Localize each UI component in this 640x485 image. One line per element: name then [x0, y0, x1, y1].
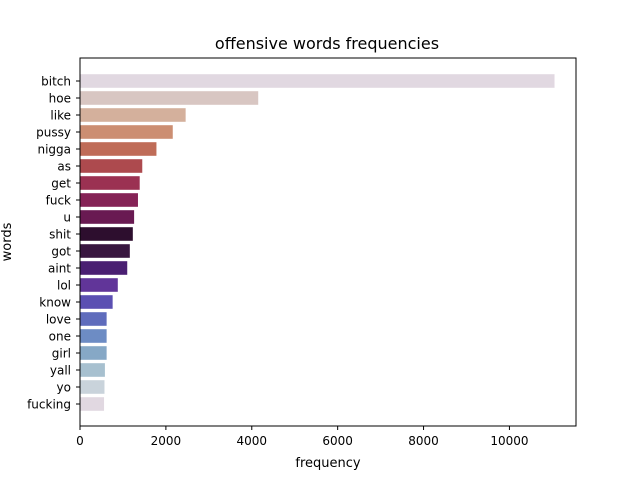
bar-know	[80, 295, 113, 309]
y-tick-label: got	[51, 245, 71, 259]
bar-yo	[80, 380, 105, 394]
bar-bitch	[80, 74, 555, 88]
bars-layer	[80, 74, 555, 411]
y-axis-label: words	[0, 222, 15, 261]
y-tick-label: lol	[57, 279, 71, 293]
y-tick-label: get	[51, 177, 71, 191]
bar-like	[80, 108, 186, 122]
x-tick-label: 8000	[408, 434, 439, 448]
bar-aint	[80, 261, 128, 275]
y-tick-label: pussy	[36, 126, 71, 140]
x-tick-label: 6000	[322, 434, 353, 448]
bar-lol	[80, 278, 118, 292]
y-tick-label: fuck	[46, 194, 71, 208]
x-tick-label: 4000	[237, 434, 268, 448]
plot-frame	[79, 57, 577, 427]
y-tick-label: yall	[50, 364, 71, 378]
y-tick-label: bitch	[41, 75, 71, 89]
x-tick-label: 0	[76, 434, 84, 448]
x-tick-label: 2000	[151, 434, 182, 448]
bar-fuck	[80, 193, 138, 207]
chart-title: offensive words frequencies	[215, 34, 439, 53]
y-tick-label: as	[57, 160, 71, 174]
y-tick-label: nigga	[37, 143, 71, 157]
y-tick-label: love	[46, 313, 71, 327]
bar-one	[80, 329, 107, 343]
x-tick-label: 10000	[490, 434, 528, 448]
bar-girl	[80, 346, 107, 360]
y-tick-label: like	[50, 109, 71, 123]
bar-yall	[80, 363, 105, 377]
bar-u	[80, 210, 135, 224]
y-tick-label: shit	[49, 228, 71, 242]
bar-nigga	[80, 142, 157, 156]
axes-layer: bitch hoe like pussy nigga as get fuck u shit got a…	[27, 75, 528, 449]
y-tick-label: one	[49, 330, 71, 344]
bar-pussy	[80, 125, 173, 139]
bar-as	[80, 159, 143, 173]
bar-shit	[80, 227, 133, 241]
y-tick-label: know	[39, 296, 71, 310]
y-tick-label: girl	[52, 347, 71, 361]
bar-fucking	[80, 397, 105, 411]
bar-got	[80, 244, 130, 258]
y-tick-label: u	[63, 211, 71, 225]
y-tick-label: yo	[57, 381, 71, 395]
y-tick-label: fucking	[27, 398, 71, 412]
x-axis-label: frequency	[295, 456, 361, 471]
bar-love	[80, 312, 107, 326]
bar-hoe	[80, 91, 259, 105]
y-tick-label: hoe	[49, 92, 71, 106]
bar-get	[80, 176, 140, 190]
y-tick-label: aint	[48, 262, 71, 276]
